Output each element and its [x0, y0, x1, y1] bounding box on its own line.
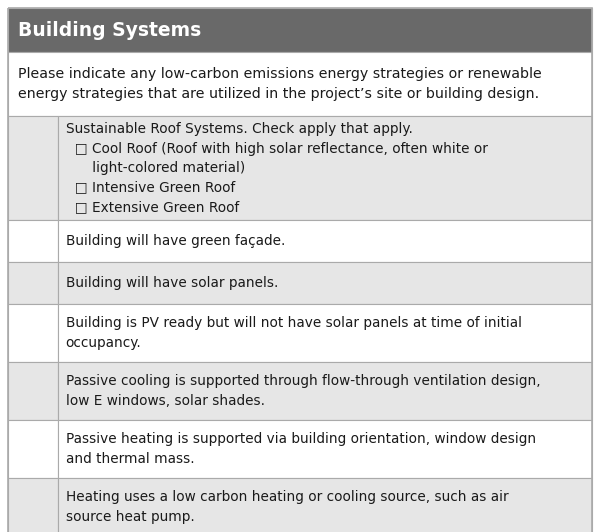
- Bar: [8, 116, 58, 220]
- Text: Building is PV ready but will not have solar panels at time of initial
occupancy: Building is PV ready but will not have s…: [65, 316, 521, 350]
- Bar: [58, 220, 592, 262]
- Bar: [58, 262, 592, 304]
- Bar: [8, 220, 58, 262]
- Bar: [8, 478, 58, 532]
- Text: Building Systems: Building Systems: [18, 21, 201, 39]
- Bar: [8, 52, 592, 116]
- Text: Building will have solar panels.: Building will have solar panels.: [65, 276, 278, 290]
- Bar: [8, 304, 58, 362]
- Bar: [58, 420, 592, 478]
- Text: Passive heating is supported via building orientation, window design
and thermal: Passive heating is supported via buildin…: [65, 432, 536, 466]
- Text: Heating uses a low carbon heating or cooling source, such as air
source heat pum: Heating uses a low carbon heating or coo…: [65, 491, 508, 523]
- Bar: [58, 304, 592, 362]
- Bar: [58, 116, 592, 220]
- Bar: [8, 8, 592, 52]
- Bar: [8, 362, 58, 420]
- Bar: [58, 362, 592, 420]
- Bar: [58, 478, 592, 532]
- Text: Passive cooling is supported through flow-through ventilation design,
low E wind: Passive cooling is supported through flo…: [65, 374, 540, 408]
- Text: Building will have green façade.: Building will have green façade.: [65, 234, 285, 248]
- Bar: [8, 262, 58, 304]
- Text: Please indicate any low-carbon emissions energy strategies or renewable
energy s: Please indicate any low-carbon emissions…: [18, 67, 542, 101]
- Bar: [8, 420, 58, 478]
- Text: Sustainable Roof Systems. Check apply that apply.
  □ Cool Roof (Roof with high : Sustainable Roof Systems. Check apply th…: [65, 122, 488, 214]
